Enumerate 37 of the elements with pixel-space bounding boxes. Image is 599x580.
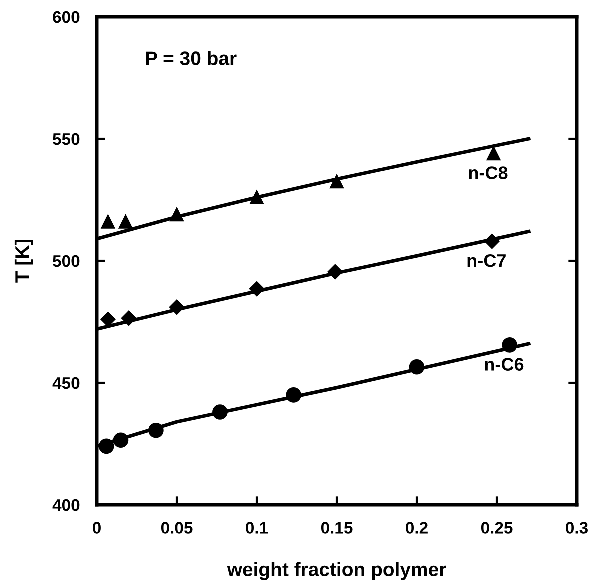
series-label: n-C8 (469, 166, 508, 180)
point (249, 281, 265, 297)
y-tick-label: 500 (53, 255, 80, 268)
point (484, 234, 500, 250)
point (170, 208, 184, 222)
point (286, 388, 302, 403)
x-tick-label: 0.25 (481, 522, 513, 534)
x-tick-label: 0.05 (161, 522, 193, 534)
y-tick-label: 400 (52, 499, 80, 512)
point (486, 146, 501, 161)
point (98, 438, 114, 454)
y-axis-title: T [K] (14, 240, 34, 283)
annotation: P = 30 bar (146, 51, 237, 66)
point (101, 215, 116, 229)
point (100, 312, 116, 328)
point (121, 310, 137, 326)
point (250, 190, 264, 205)
point (113, 432, 129, 448)
x-axis-title: weight fraction polymer (227, 562, 446, 580)
point (502, 338, 518, 353)
point (330, 174, 344, 189)
x-tick-label: 0.15 (321, 522, 353, 534)
y-tick-label: 550 (53, 133, 80, 146)
x-tick-label: 0.2 (406, 522, 428, 534)
y-tick-label: 600 (53, 11, 80, 24)
point (148, 422, 164, 438)
point (169, 300, 185, 315)
x-tick-label: 0 (93, 522, 101, 534)
point (328, 264, 343, 280)
x-tick-label: 0.3 (566, 522, 588, 534)
series-label: n-C6 (485, 358, 524, 371)
series-label: n-C7 (468, 254, 506, 268)
y-tick-label: 450 (52, 377, 80, 390)
point (212, 404, 228, 420)
point (118, 215, 133, 229)
x-tick-label: 0.1 (246, 522, 268, 534)
point (409, 360, 425, 375)
